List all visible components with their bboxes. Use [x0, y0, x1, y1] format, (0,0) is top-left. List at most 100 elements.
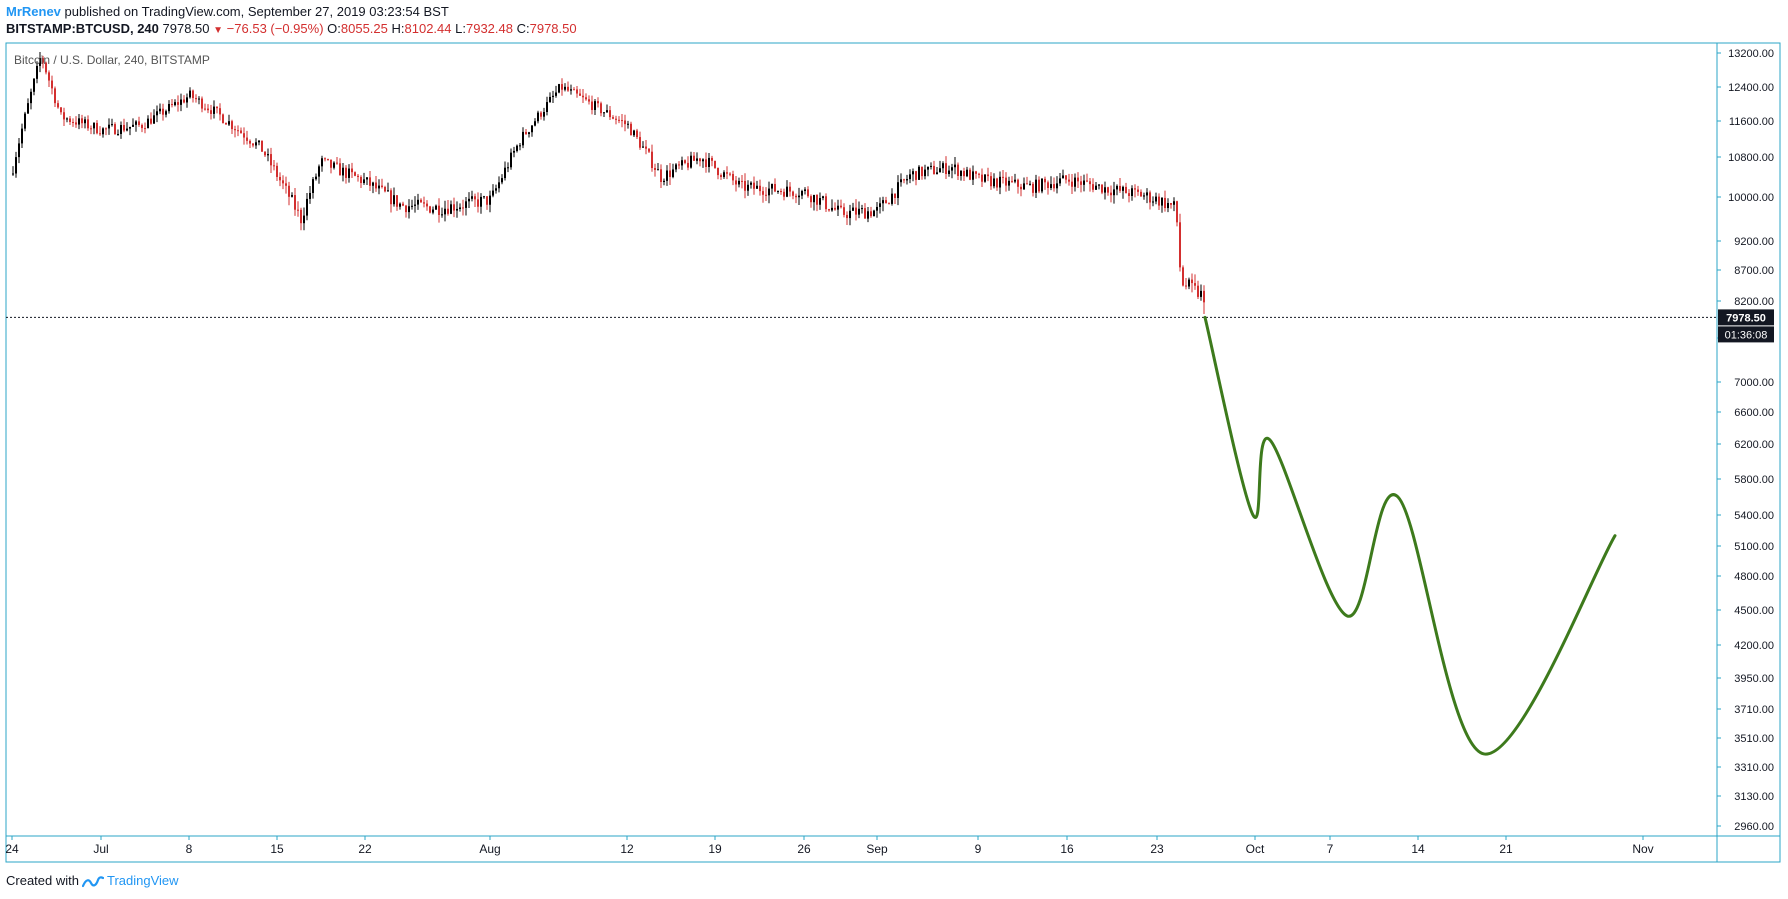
candle-body [819, 198, 821, 205]
candle-body [558, 84, 560, 93]
candle-body [354, 172, 356, 176]
candle-body [54, 88, 56, 104]
candle-body [903, 179, 905, 181]
candle-body [426, 203, 428, 207]
candle-body [486, 196, 488, 205]
candle-body [1113, 189, 1115, 196]
candle-body [1149, 192, 1151, 203]
candle-body [15, 157, 17, 174]
candle-body [1137, 189, 1139, 192]
candle-body [159, 108, 161, 112]
candle-body [852, 207, 854, 211]
candle-body [996, 178, 998, 188]
candle-body [453, 204, 455, 211]
y-tick-label: 8200.00 [1734, 296, 1774, 308]
candle-body [918, 166, 920, 180]
candle-body [720, 175, 722, 177]
candle-body [375, 182, 377, 189]
candle-body [768, 188, 770, 196]
candle-body [408, 206, 410, 213]
candle-body [1062, 175, 1064, 179]
y-tick-label: 10800.00 [1728, 152, 1774, 164]
candle-body [591, 101, 593, 110]
candle-body [645, 146, 647, 149]
candle-body [585, 97, 587, 100]
candle-body [609, 110, 611, 118]
candle-body [942, 163, 944, 169]
candle-body [774, 183, 776, 192]
candle-body [390, 190, 392, 205]
candle-body [654, 167, 656, 170]
candle-body [396, 195, 398, 207]
candle-body [465, 201, 467, 208]
candle-body [801, 190, 803, 196]
candle-body [1044, 178, 1046, 183]
candle-body [639, 137, 641, 148]
candle-body [378, 185, 380, 189]
candle-body [1191, 279, 1193, 284]
candle-body [471, 196, 473, 199]
candle-body [723, 172, 725, 177]
candle-body [603, 112, 605, 114]
candle-body [567, 86, 569, 91]
candle-body [258, 140, 260, 143]
candle-body [1170, 202, 1172, 205]
candle-body [18, 143, 20, 158]
candle-body [984, 174, 986, 182]
candle-body [600, 103, 602, 114]
candle-body [150, 118, 152, 124]
candle-body [684, 160, 686, 163]
candles [12, 51, 1205, 314]
candle-body [24, 113, 26, 129]
y-tick-label: 8700.00 [1734, 265, 1774, 277]
candle-body [174, 102, 176, 106]
candle-body [90, 128, 92, 130]
candle-body [738, 180, 740, 185]
candle-body [534, 121, 536, 126]
candle-body [1002, 176, 1004, 178]
candle-body [273, 165, 275, 167]
candle-body [708, 157, 710, 167]
candle-body [168, 103, 170, 112]
candle-body [570, 89, 572, 91]
x-tick-label: 24 [5, 842, 19, 856]
candle-body [885, 200, 887, 204]
y-tick-label: 4200.00 [1734, 640, 1774, 652]
candle-body [225, 123, 227, 125]
x-tick-label: 26 [797, 842, 811, 856]
candle-body [27, 103, 29, 114]
candle-body [144, 128, 146, 130]
candle-body [795, 195, 797, 198]
candle-body [519, 145, 521, 147]
candle-body [855, 207, 857, 215]
y-tick-label: 6200.00 [1734, 439, 1774, 451]
y-tick-label: 11600.00 [1729, 116, 1774, 128]
candle-body [303, 215, 305, 224]
candle-body [948, 170, 950, 174]
candle-body [759, 185, 761, 192]
candle-body [309, 192, 311, 199]
candle-body [87, 119, 89, 129]
candle-body [912, 171, 914, 175]
candle-body [321, 158, 323, 167]
candle-body [1101, 184, 1103, 193]
candle-body [93, 122, 95, 129]
candle-body [147, 118, 149, 129]
candle-body [369, 177, 371, 186]
candle-body [978, 173, 980, 175]
candle-body [480, 196, 482, 207]
candle-body [171, 103, 173, 106]
candle-body [78, 118, 80, 125]
candle-body [963, 170, 965, 177]
candle-body [927, 166, 929, 170]
candle-body [111, 124, 113, 126]
candle-body [693, 155, 695, 161]
candle-body [348, 168, 350, 178]
candle-body [1086, 180, 1088, 182]
author-link[interactable]: MrRenev [6, 4, 61, 19]
candle-body [477, 199, 479, 207]
candle-body [1089, 181, 1091, 185]
candle-body [993, 178, 995, 187]
tradingview-link[interactable]: TradingView [81, 873, 179, 889]
